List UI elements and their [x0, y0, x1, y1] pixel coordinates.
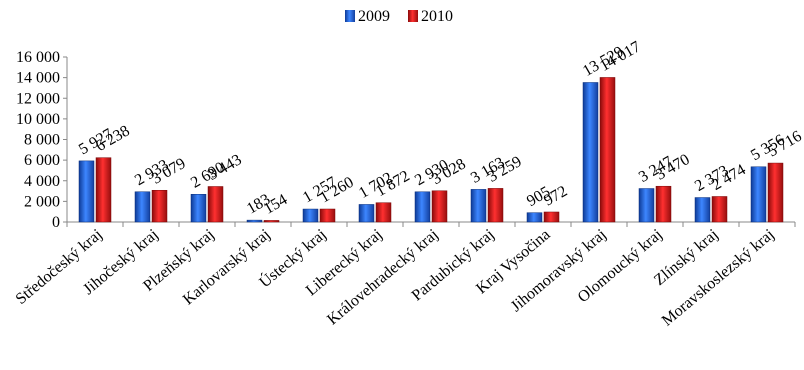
- bar-2010: [207, 186, 224, 223]
- legend-swatch: [345, 10, 355, 22]
- bar-2009: [358, 204, 375, 223]
- bar-2009: [470, 189, 487, 223]
- bar-2010: [543, 211, 560, 223]
- data-label-2010: 6 238: [93, 122, 133, 155]
- y-tick-label: 8 000: [24, 132, 60, 149]
- bar-2010: [263, 220, 280, 223]
- data-label-2010: 3 079: [149, 155, 189, 188]
- bars: [78, 77, 784, 223]
- y-tick-label: 4 000: [24, 173, 60, 190]
- category-label: Jihomoravský kraj: [508, 226, 610, 315]
- bar-2009: [638, 188, 655, 223]
- y-axis: 0 2 000 4 000 6 000 8 000 10 000 12 000 14 000 1…: [16, 49, 68, 231]
- bar-2010: [767, 162, 784, 223]
- bar-2009: [302, 208, 319, 223]
- bar-2010: [431, 190, 448, 223]
- y-tick-label: 2 000: [24, 193, 60, 210]
- legend-swatch: [408, 10, 418, 22]
- bar-2009: [414, 191, 431, 223]
- legend: 2009 2010: [345, 8, 453, 25]
- data-label-2010: 5 716: [765, 128, 804, 161]
- y-tick-label: 10 000: [16, 111, 60, 128]
- category-label: Královehradecký kraj: [324, 226, 441, 328]
- y-tick-label: 14 000: [16, 70, 60, 87]
- bar-2010: [655, 185, 672, 223]
- bar-2010: [375, 202, 392, 223]
- legend-label: 2009: [358, 8, 390, 25]
- bar-2010: [95, 157, 112, 223]
- data-label-2010: 3 470: [653, 151, 693, 184]
- bar-2009: [750, 166, 767, 223]
- bar-2010: [151, 189, 168, 223]
- x-axis: [66, 221, 796, 227]
- bar-2009: [190, 194, 207, 223]
- bar-2010: [319, 208, 336, 223]
- bar-2009: [582, 82, 599, 223]
- bar-2010: [711, 196, 728, 223]
- legend-label: 2010: [421, 8, 453, 25]
- y-tick-label: 16 000: [16, 49, 60, 66]
- y-tick-label: 0: [52, 214, 60, 231]
- bar-2009: [246, 219, 263, 223]
- y-tick-label: 6 000: [24, 152, 60, 169]
- bar-2009: [78, 160, 95, 223]
- bar-2009: [526, 212, 543, 223]
- bar-2009: [134, 191, 151, 223]
- data-label-2010: 1 872: [373, 167, 413, 200]
- data-label-2010: 3 443: [205, 151, 245, 184]
- y-tick-label: 12 000: [16, 90, 60, 107]
- data-label-2010: 14 017: [597, 38, 644, 75]
- bar-2009: [694, 197, 711, 223]
- bar-2010: [487, 188, 504, 223]
- bar-2010: [599, 77, 616, 223]
